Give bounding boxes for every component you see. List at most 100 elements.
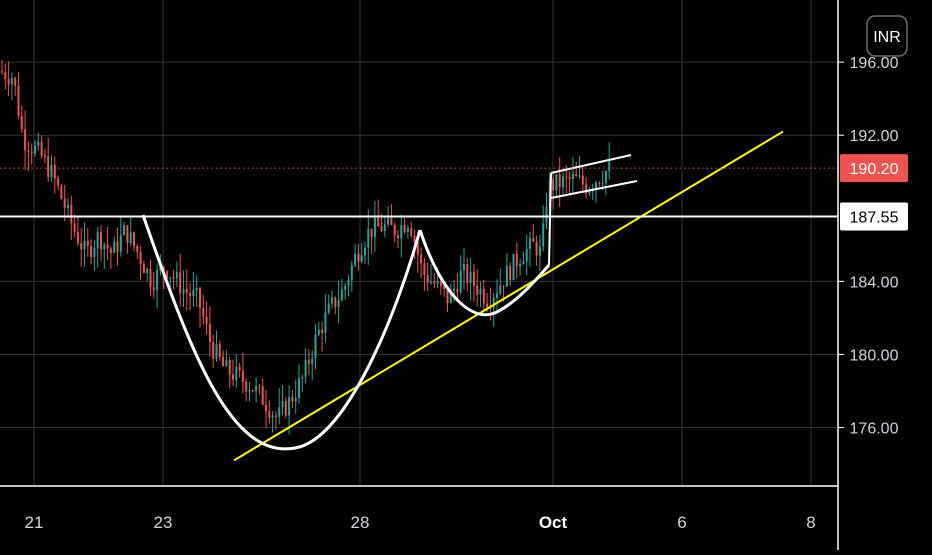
candle-body bbox=[545, 206, 548, 224]
candle-body bbox=[535, 242, 538, 256]
candle-body bbox=[136, 245, 139, 252]
candle-body bbox=[166, 271, 168, 279]
candle-body bbox=[222, 356, 225, 367]
candle-body bbox=[367, 228, 370, 248]
candle-body bbox=[50, 164, 53, 177]
currency-button[interactable]: INR bbox=[866, 15, 908, 57]
y-tick-label: 196.00 bbox=[850, 55, 899, 72]
candle-body bbox=[159, 267, 162, 271]
candle-body bbox=[205, 316, 208, 324]
candle-body bbox=[522, 261, 525, 265]
candle-body bbox=[301, 376, 304, 379]
candle-body bbox=[426, 274, 429, 283]
candle-body bbox=[63, 198, 66, 209]
x-tick-label: 6 bbox=[677, 513, 686, 532]
flag-upper-line[interactable] bbox=[550, 154, 632, 174]
candle-body bbox=[232, 374, 234, 380]
candle-body bbox=[47, 156, 50, 177]
resistance-badge: 187.55 bbox=[840, 202, 908, 231]
candle-body bbox=[373, 217, 376, 237]
candle-body bbox=[93, 248, 96, 258]
candle-body bbox=[568, 176, 571, 179]
candle-body bbox=[601, 182, 604, 184]
candle-body bbox=[578, 175, 581, 177]
candle-body bbox=[456, 288, 459, 293]
candle-body bbox=[403, 225, 406, 233]
flag-lower-line[interactable] bbox=[550, 180, 638, 199]
candle-body bbox=[413, 235, 416, 243]
candle-body bbox=[472, 271, 475, 286]
candle-body bbox=[172, 277, 175, 279]
candle-body bbox=[360, 255, 363, 262]
candle-body bbox=[189, 292, 192, 297]
candle-body bbox=[152, 287, 155, 290]
candle-body bbox=[364, 247, 366, 256]
candle-body bbox=[327, 303, 330, 313]
cup-curve[interactable] bbox=[141, 214, 422, 451]
candle-body bbox=[357, 254, 360, 262]
resistance-badge-bg bbox=[840, 202, 908, 231]
candle-body bbox=[10, 78, 13, 85]
candle-body bbox=[265, 404, 267, 412]
handle-curve[interactable] bbox=[418, 229, 551, 317]
candle-body bbox=[109, 248, 112, 253]
candle-body bbox=[284, 401, 287, 416]
candle-body bbox=[251, 390, 254, 392]
candle-body bbox=[271, 415, 274, 418]
candle-body bbox=[416, 242, 419, 255]
candle-body bbox=[123, 225, 126, 235]
candle-body bbox=[106, 244, 109, 249]
candle-body bbox=[588, 190, 591, 194]
candle-body bbox=[314, 334, 317, 359]
candle-body bbox=[116, 241, 119, 253]
candle-body bbox=[555, 174, 558, 191]
price-axis[interactable]: 196.00 192.00 184.00 180.00 176.00 bbox=[838, 55, 899, 438]
candle-body bbox=[258, 386, 261, 388]
candle-body bbox=[515, 253, 518, 267]
x-tick-label: Oct bbox=[539, 513, 568, 532]
candle-body bbox=[70, 204, 73, 224]
candle-body bbox=[175, 272, 178, 279]
candle-body bbox=[192, 290, 195, 297]
candle-body bbox=[390, 218, 393, 225]
candle-body bbox=[129, 232, 132, 243]
candle-body bbox=[499, 285, 502, 294]
candle-body bbox=[215, 344, 218, 359]
currency-label: INR bbox=[873, 29, 901, 46]
candle-body bbox=[40, 141, 43, 156]
candle-body bbox=[248, 390, 251, 392]
x-tick-label: 28 bbox=[351, 513, 370, 532]
candle-body bbox=[133, 232, 135, 246]
time-axis[interactable]: 21 23 28 Oct 6 8 bbox=[25, 513, 816, 532]
candle-body bbox=[581, 175, 584, 185]
candle-body bbox=[397, 235, 399, 239]
candle-body bbox=[14, 78, 17, 86]
candle-body bbox=[53, 164, 56, 179]
candle-body bbox=[525, 248, 528, 262]
currency-button-frame bbox=[866, 15, 908, 57]
candle-body bbox=[449, 290, 452, 303]
support-trendline[interactable] bbox=[233, 130, 784, 462]
candle-body bbox=[43, 155, 46, 157]
candle-body bbox=[486, 303, 489, 308]
candle-body bbox=[195, 287, 198, 291]
candle-body bbox=[149, 269, 152, 288]
candle-body bbox=[139, 251, 142, 265]
candle-body bbox=[37, 141, 40, 146]
candlestick-series bbox=[1, 59, 611, 435]
flagpole-line[interactable] bbox=[548, 172, 552, 266]
candle-body bbox=[466, 263, 469, 284]
vertical-grid bbox=[33, 0, 812, 486]
candle-body bbox=[218, 344, 221, 357]
candle-body bbox=[278, 407, 281, 417]
candle-body bbox=[20, 115, 23, 130]
candle-body bbox=[529, 238, 531, 249]
candle-body bbox=[350, 265, 353, 281]
drawing-tools[interactable] bbox=[141, 130, 784, 462]
candle-body bbox=[558, 174, 561, 188]
candle-body bbox=[585, 184, 588, 194]
candle-body bbox=[4, 72, 7, 80]
last-price-badge: 190.20 bbox=[840, 154, 908, 183]
